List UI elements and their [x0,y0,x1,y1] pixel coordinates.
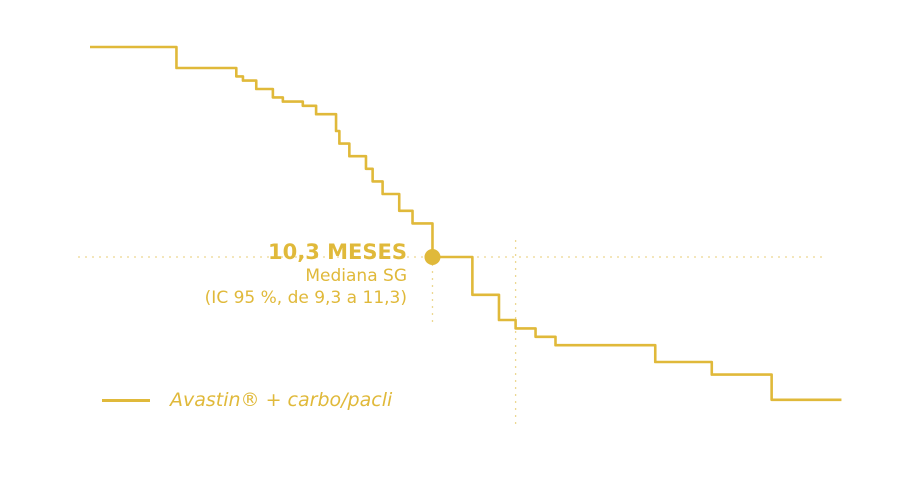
median-caption-label: Mediana SG [305,266,407,286]
series-line-0 [90,45,842,402]
legend: Avastin® + carbo/pacli [102,387,392,413]
legend-label: Avastin® + carbo/pacli [170,389,393,411]
legend-swatch [102,398,150,402]
median-ci-label: (IC 95 %, de 9,3 a 11,3) [204,288,407,308]
markers-group [424,249,441,265]
median-point [424,249,441,265]
median-value-label: 10,3 MESES [268,240,407,264]
series-group [90,45,842,402]
